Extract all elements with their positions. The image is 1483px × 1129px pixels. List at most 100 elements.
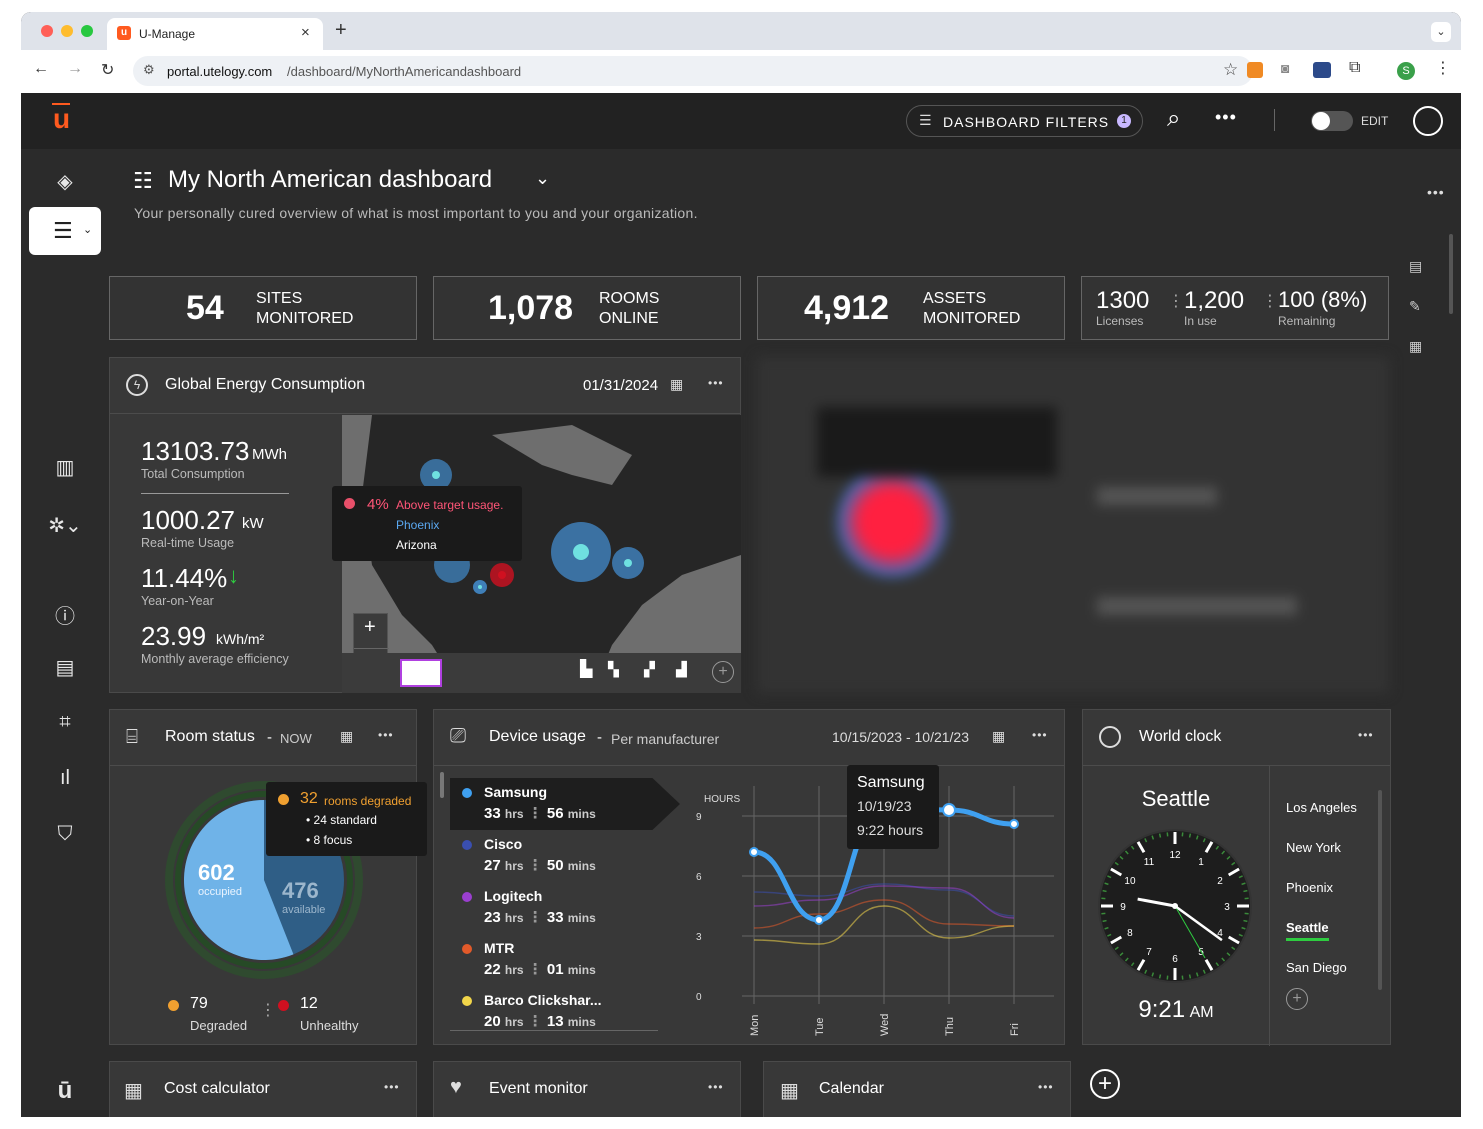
region-eu-icon[interactable]: ▞ xyxy=(644,661,655,677)
page-more-icon[interactable]: ••• xyxy=(1427,184,1445,200)
sidebar-utelogy-logo[interactable]: ū xyxy=(57,1077,73,1104)
extension-chart-icon[interactable] xyxy=(1247,62,1263,78)
calendar-icon[interactable]: ▦ xyxy=(340,728,354,744)
extension-arc-icon[interactable] xyxy=(1313,62,1331,78)
device-row[interactable]: Samsung 33 hrs ⋮ 56 mins xyxy=(458,782,658,830)
edit-note-icon[interactable]: ✎ xyxy=(1409,298,1421,314)
clock-number: 6 xyxy=(1172,954,1178,965)
sidebar-scan-icon[interactable]: ⌗ xyxy=(59,711,71,733)
kpi-assets[interactable]: 4,912 ASSETS MONITORED xyxy=(757,276,1065,340)
site-info-icon[interactable]: ⚙ xyxy=(143,62,155,77)
energy-map[interactable]: + − ▙ ▚ ▞ ▟ + xyxy=(342,415,741,693)
page-title: My North American dashboard xyxy=(168,166,493,193)
url-field[interactable]: ⚙ portal.utelogy.com /dashboard/MyNorthA… xyxy=(133,56,1253,86)
card-more-icon[interactable]: ••• xyxy=(708,376,724,390)
browser-menu-icon[interactable]: ⋮ xyxy=(1435,60,1451,77)
sidebar-network-icon[interactable]: ✲⌄ xyxy=(48,515,82,537)
tab-search-icon[interactable]: ⌄ xyxy=(1431,22,1451,42)
sidebar-rooms-icon[interactable]: ▥ xyxy=(55,457,75,479)
dashboard-filters-button[interactable]: ☰ DASHBOARD FILTERS 1 xyxy=(906,105,1143,137)
region-us-icon[interactable]: ▙ xyxy=(580,661,593,678)
title-chevron-down-icon[interactable]: ⌄ xyxy=(535,168,551,188)
data-point xyxy=(1009,819,1019,829)
card-more-icon[interactable]: ••• xyxy=(1038,1080,1054,1094)
notes-icon[interactable]: ▤ xyxy=(1409,258,1423,274)
kpi-sites[interactable]: 54 SITES MONITORED xyxy=(109,276,417,340)
calendar-icon[interactable]: ▦ xyxy=(670,376,684,392)
close-tab-icon[interactable]: × xyxy=(301,24,310,41)
card-more-icon[interactable]: ••• xyxy=(384,1080,400,1094)
new-tab-icon[interactable]: + xyxy=(335,19,347,41)
minimize-window-button[interactable] xyxy=(61,25,73,37)
browser-tab[interactable]: u U-Manage × xyxy=(107,18,323,50)
clock-tick xyxy=(1102,889,1107,893)
sidebar-messages-icon[interactable]: ▤ xyxy=(55,657,75,679)
card-header: World clock ••• xyxy=(1083,710,1390,766)
page-scrollbar[interactable] xyxy=(1449,234,1453,314)
region-asia-icon[interactable]: ▟ xyxy=(676,661,687,677)
sidebar-alerts-icon[interactable]: ⓘ xyxy=(55,606,75,628)
hrs-unit: hrs xyxy=(504,859,524,873)
clock-tick xyxy=(1102,919,1107,923)
back-icon[interactable]: ← xyxy=(33,60,49,77)
sidebar-dashboard-button[interactable]: ☰ ⌄ xyxy=(29,207,101,255)
x-tick-label: Tue xyxy=(814,1017,826,1036)
y-axis-label: HOURS xyxy=(704,794,740,805)
kpi-licenses[interactable]: 1300 Licenses ⋮ 1,200 In use ⋮ 100 (8%) … xyxy=(1081,276,1389,340)
city-item[interactable]: Phoenix xyxy=(1286,880,1333,895)
clock-tick xyxy=(1195,972,1199,977)
card-more-icon[interactable]: ••• xyxy=(708,1080,724,1094)
kpi-rooms[interactable]: 1,078 ROOMS ONLINE xyxy=(433,276,741,340)
region-na-icon[interactable]: ▚ xyxy=(608,661,619,677)
add-widget-icon[interactable]: + xyxy=(1090,1069,1120,1099)
clock-tick xyxy=(1204,841,1214,854)
card-more-icon[interactable]: ••• xyxy=(378,728,394,742)
add-region-icon[interactable]: + xyxy=(712,661,734,683)
device-row[interactable]: Barco Clickshar... 20 hrs ⋮ 13 mins xyxy=(458,990,658,1038)
profile-avatar-icon[interactable]: S xyxy=(1397,62,1415,80)
device-usage-chart[interactable]: HOURS 0 3 6 9 Mon Tue Wed Thu Fri xyxy=(694,770,1064,1040)
reload-icon[interactable]: ↻ xyxy=(101,62,115,79)
logo-bar xyxy=(52,103,70,105)
bookmark-star-icon[interactable]: ☆ xyxy=(1223,60,1239,79)
close-window-button[interactable] xyxy=(41,25,53,37)
city-item[interactable]: San Diego xyxy=(1286,960,1347,975)
utelogy-logo[interactable]: u xyxy=(53,103,71,134)
more-options-icon[interactable]: ••• xyxy=(1215,107,1237,127)
search-icon[interactable]: ⌕ xyxy=(1167,105,1181,132)
card-more-icon[interactable]: ••• xyxy=(1032,728,1048,742)
world-map-icon[interactable] xyxy=(400,659,442,687)
sidebar-security-icon[interactable]: ⛉ xyxy=(57,823,73,845)
city-item[interactable]: Los Angeles xyxy=(1286,800,1357,815)
account-icon[interactable] xyxy=(1413,106,1443,136)
tooltip-bullet-1: • 24 standard xyxy=(306,813,377,827)
edit-toggle[interactable] xyxy=(1311,111,1353,131)
city-item[interactable]: New York xyxy=(1286,840,1341,855)
calendar-icon[interactable]: ▦ xyxy=(992,728,1006,744)
maximize-window-button[interactable] xyxy=(81,25,93,37)
extensions-puzzle-icon[interactable]: ⧉ xyxy=(1349,59,1361,76)
device-row[interactable]: Cisco 27 hrs ⋮ 50 mins xyxy=(458,834,658,882)
clock-tick xyxy=(1188,974,1192,979)
list-scrollbar[interactable] xyxy=(440,772,444,798)
extension-camera-icon[interactable]: ◙ xyxy=(1281,60,1290,76)
clock-tick xyxy=(1119,952,1124,957)
card-subtitle: NOW xyxy=(280,731,312,746)
zoom-in-button[interactable]: + xyxy=(364,616,376,638)
device-row[interactable]: Logitech 23 hrs ⋮ 33 mins xyxy=(458,886,658,934)
add-city-icon[interactable]: + xyxy=(1286,988,1308,1010)
calendar-side-icon[interactable]: ▦ xyxy=(1409,338,1423,354)
device-row[interactable]: MTR 22 hrs ⋮ 01 mins xyxy=(458,938,658,986)
chart-tooltip: Samsung 10/19/23 9:22 hours xyxy=(847,765,939,849)
clock-tick xyxy=(1151,972,1155,977)
divider xyxy=(450,1030,658,1031)
city-scrollbar[interactable] xyxy=(1378,790,1382,990)
occupied-slice[interactable] xyxy=(184,800,294,960)
sidebar-analytics-icon[interactable]: ıl xyxy=(60,767,70,789)
card-more-icon[interactable]: ••• xyxy=(1358,728,1374,742)
city-item[interactable]: Seattle xyxy=(1286,920,1329,941)
sidebar-overview-icon[interactable]: ◈ xyxy=(57,171,73,193)
forward-icon[interactable]: → xyxy=(67,60,83,77)
licenses-total: 1300 xyxy=(1096,287,1150,314)
series-line xyxy=(753,883,1015,917)
